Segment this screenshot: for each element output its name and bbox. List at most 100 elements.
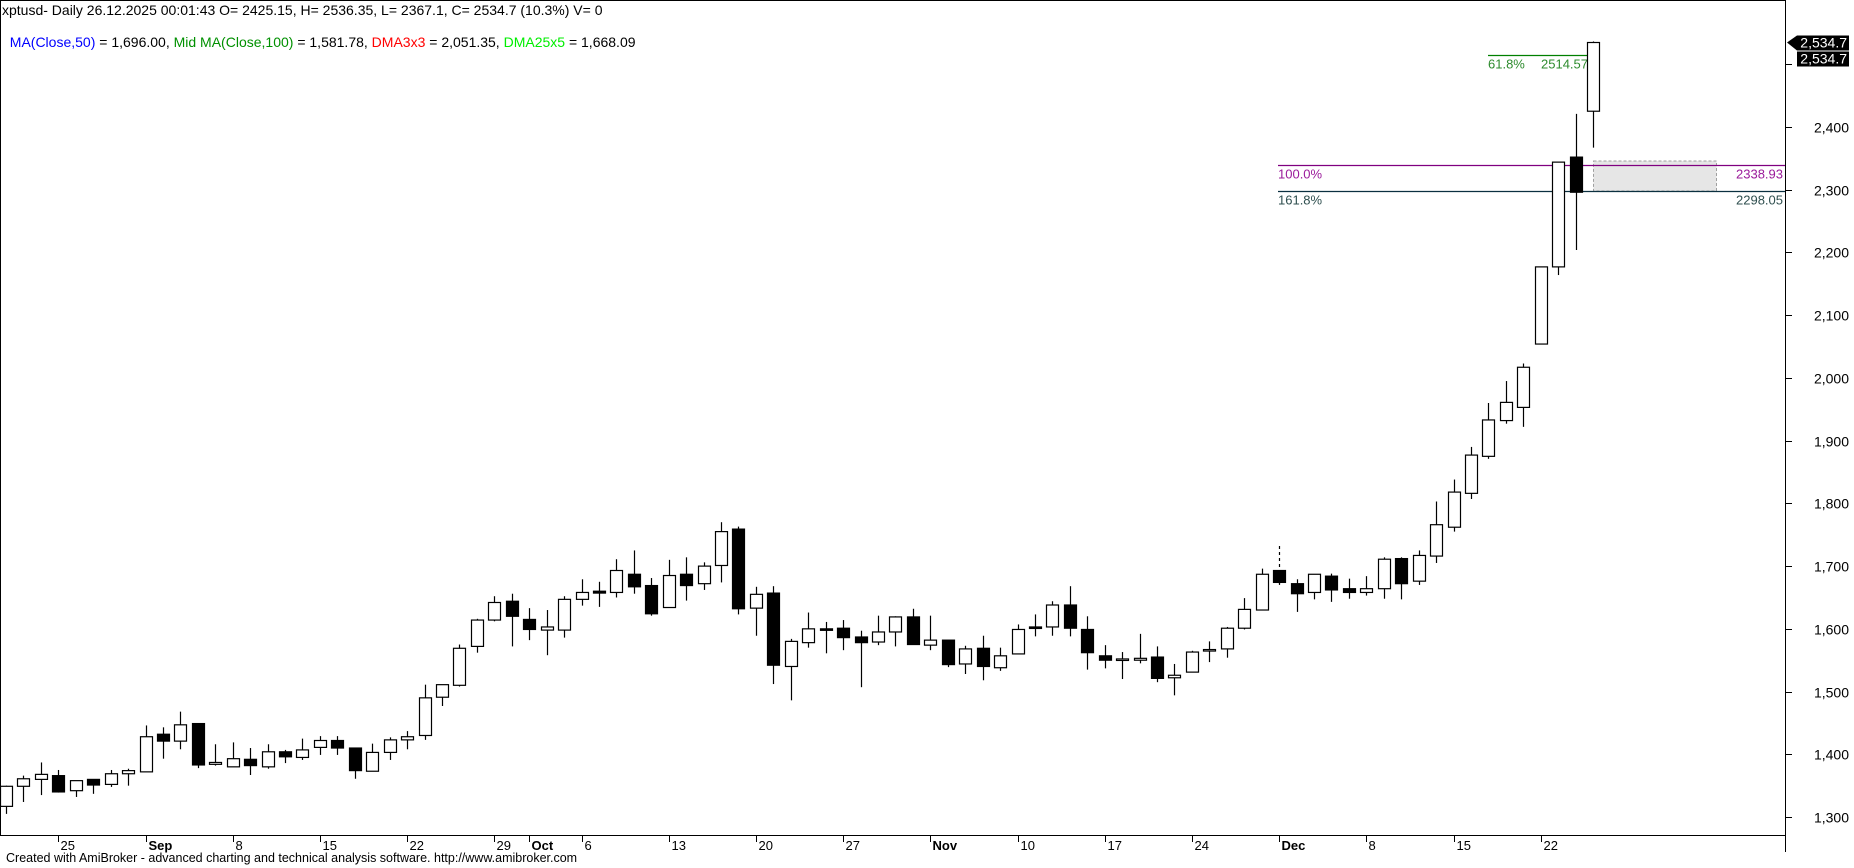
time-tick-label: 8 [236,838,243,853]
candle-2025-11-07 [993,647,1008,671]
candle-2025-09-22 [400,731,415,750]
candle-body-up [923,639,938,646]
candle-2025-12-17 [1481,403,1496,459]
candle-2025-12-16 [1464,446,1479,499]
candle-2025-12-10 [1394,557,1409,600]
candle-body-up [871,631,886,643]
candle-2025-11-20 [1150,646,1165,683]
candle-body-up [1377,558,1392,590]
candle-body-up [1307,573,1322,594]
candle-body-down [1080,628,1095,654]
fib-pct-label: 61.8% [1488,57,1525,72]
candle-2025-10-27 [836,620,851,651]
candle-2025-10-17 [731,526,746,615]
candle-2025-12-15 [1447,479,1462,532]
candle-2025-09-19 [383,737,398,760]
candles [0,41,1601,814]
price-tick-label: 1,400 [1814,747,1849,763]
candle-2025-10-20 [749,586,764,636]
candle-body-up [609,569,624,594]
candle-2025-10-28 [854,630,869,688]
candle-body-down [731,528,746,610]
price-tick-label: 1,700 [1814,559,1849,575]
candle-body-down [522,618,537,631]
candle-2025-09-08 [226,742,241,768]
time-tick-label: Dec [1282,838,1306,853]
candle-body-up [139,736,154,773]
candle-body-up [1133,657,1148,661]
candle-2025-10-31 [906,608,921,646]
candle-2025-11-26 [1220,626,1235,658]
candle-body-up [121,770,136,775]
candle-2025-09-10 [261,744,276,769]
candle-2025-08-22 [34,762,49,796]
last-price-box-2 [1797,51,1849,67]
last-price-marker: 2,534.72,534.7 [1787,35,1849,67]
candle-2025-12-12 [1429,501,1444,563]
candle-body-up [1447,491,1462,528]
price-axis: 1,300 1,400 1,500 1,600 1,700 1,800 1,900 2,000… [1786,64,1849,826]
candle-body-down [1098,655,1113,661]
candle-2025-12-11 [1412,550,1427,585]
candle-2025-12-24 [1569,113,1584,250]
candle-2025-09-29 [487,596,502,622]
candle-body-up [1464,454,1479,494]
candle-2025-10-29 [871,615,886,646]
price-tick-label: 2,400 [1814,120,1849,136]
candle-body-up [435,684,450,698]
candle-2025-09-18 [365,743,380,772]
candle-body-down [505,600,520,617]
indicator-mid-ma100-value: = 1,581.78, [293,34,372,50]
candle-body-up [1237,608,1252,629]
candle-2025-11-06 [976,635,991,681]
candle-body-up [697,565,712,585]
candle-body-up [575,591,590,600]
time-tick-label: 13 [672,838,686,853]
candle-body-up [69,780,84,792]
candle-2025-12-26 [1586,41,1601,148]
price-tick-label: 1,600 [1814,622,1849,638]
candle-body-down [976,647,991,668]
price-tick-label: 1,300 [1814,810,1849,826]
indicator-dma25x5-name: DMA25x5 [503,34,566,50]
candle-body-up [888,616,903,633]
candle-2025-11-12 [1045,601,1060,636]
candle-2025-12-18 [1499,381,1514,424]
candle-2025-08-21 [16,775,31,802]
indicator-ma50-value: = 1,696.00, [95,34,174,50]
candle-2025-09-24 [435,684,450,706]
candle-body-up [295,749,310,759]
candle-2025-09-26 [470,618,485,653]
candle-body-up [226,758,241,768]
candle-body-up [1185,651,1200,673]
time-axis: 25 Sep 8 15 22 29 Oct 6 13 20 27 Nov 10 17 24 Dec 8 15 22 [58,836,1558,853]
fibonacci-levels[interactable]: 61.8% 2514.57 100.0% 2338.93 161.8% 2298.05 [1278,54,1785,208]
fib-pct-label: 100.0% [1278,167,1323,182]
indicator-legend: MA(Close,50) = 1,696.00, Mid MA(Close,10… [2,18,636,50]
candle-body-down [627,573,642,588]
candle-2025-12-04 [1324,573,1339,602]
candle-2025-12-03 [1307,573,1322,600]
candle-body-up [540,626,555,631]
candle-2025-10-01 [522,608,537,641]
candle-body-down [86,778,101,786]
candle-body-up [1045,604,1060,628]
candle-2025-08-27 [86,778,101,794]
candle-body-up [104,773,119,786]
candle-body-up [1429,524,1444,557]
candle-2025-08-20 [0,785,14,814]
candle-body-down [278,751,293,758]
candle-2025-10-08 [609,559,624,598]
fib-value-label: 2298.05 [1736,193,1783,208]
candle-2025-09-25 [452,644,467,687]
candle-2025-10-16 [714,522,729,583]
candle-body-up [1359,588,1374,594]
last-price-label-2: 2,534.7 [1800,51,1847,67]
time-tick-label: 17 [1108,838,1122,853]
candle-2025-10-30 [888,616,903,647]
candle-2025-12-19 [1516,363,1531,427]
candle-2025-11-14 [1080,616,1095,670]
candle-body-down [679,573,694,587]
candle-2025-11-04 [941,639,956,668]
